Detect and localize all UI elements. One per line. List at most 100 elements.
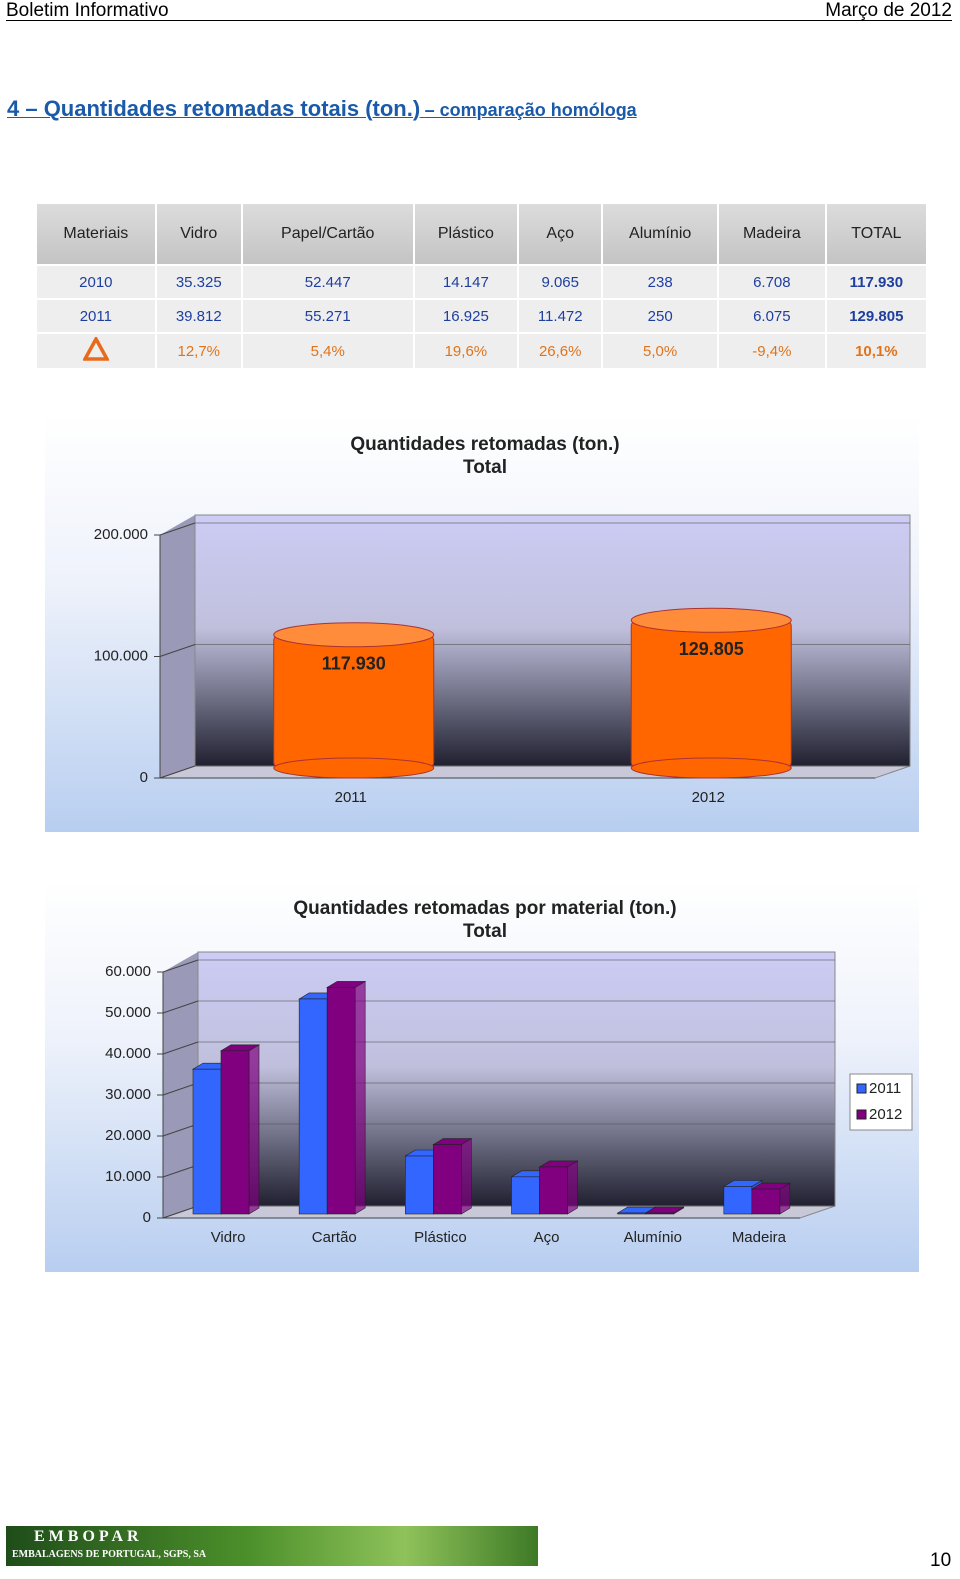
bar (617, 1212, 646, 1215)
chart-subtitle: Total (463, 457, 507, 478)
logo-subtext: EMBALAGENS DE PORTUGAL, SGPS, SA (12, 1549, 207, 1560)
bar-base (273, 757, 435, 779)
table-cell: 129.805 (825, 299, 929, 334)
x-tick-label: Aço (534, 1229, 560, 1246)
header-cell: Alumínio (602, 204, 719, 266)
section-title-sub: – comparação homóloga (424, 100, 637, 120)
chart: Quantidades retomadas por material (ton.… (45, 881, 919, 1272)
x-tick-label: Plástico (414, 1229, 467, 1246)
value-label: 129.805 (679, 639, 744, 659)
table-row: 2011 39.812 55.271 16.925 11.472 250 6.075 129.… (37, 299, 929, 334)
y-tick-label: 50.000 (105, 1004, 151, 1021)
plot-wall (160, 515, 195, 778)
y-tick-label: 20.000 (105, 1127, 151, 1144)
plot-wall (163, 952, 198, 1218)
y-tick-label: 60.000 (105, 963, 151, 980)
header-right: Março de 2012 (825, 0, 952, 21)
grid-line (162, 1123, 199, 1137)
legend-label: 2011 (869, 1080, 901, 1097)
table-cell: 35.325 (155, 265, 243, 300)
grid-line (162, 1082, 199, 1096)
delta-icon-cell (37, 333, 157, 370)
legend-box (849, 1073, 913, 1131)
bar (723, 1186, 753, 1215)
y-tick-label: 40.000 (105, 1045, 151, 1062)
delta-cell: -9,4% (718, 333, 827, 370)
y-tick-label: 0 (143, 1209, 151, 1226)
footer-logo: EMBOPAR EMBALAGENS DE PORTUGAL, SGPS, SA (6, 1526, 538, 1566)
value-label: 117.930 (322, 653, 386, 673)
x-tick-label: Vidro (211, 1229, 246, 1246)
header-left: Boletim Informativo (6, 0, 169, 21)
legend-swatch (856, 1109, 867, 1120)
header-cell: Vidro (155, 204, 243, 266)
header-row: Materiais Vidro Papel/Cartão Plástico Aço Alu… (37, 204, 929, 266)
header-cell: Papel/Cartão (241, 204, 415, 266)
table-row: 2010 35.325 52.447 14.147 9.065 238 6.708 117.9… (37, 265, 929, 300)
page-number: 10 (930, 1550, 952, 1571)
table-cell: 39.812 (155, 299, 243, 334)
bar-side (567, 1160, 578, 1215)
bar-side (461, 1138, 472, 1215)
delta-cell: 10,1% (825, 333, 929, 370)
bar (539, 1166, 568, 1215)
table-cell: 250 (602, 299, 719, 334)
delta-icon (81, 335, 110, 361)
bar (298, 998, 328, 1215)
table-cell: 2010 (37, 265, 157, 300)
header-cell: Madeira (718, 204, 827, 266)
bar (511, 1176, 540, 1215)
grid-line (162, 1164, 199, 1178)
table-cell: 55.271 (241, 299, 415, 334)
table-cell: 117.930 (825, 265, 929, 300)
delta-cell: 19,6% (413, 333, 520, 370)
header-cell: TOTAL (825, 204, 929, 266)
grid-line (162, 1041, 199, 1055)
delta-cell: 5,0% (602, 333, 719, 370)
x-tick-label: Cartão (312, 1229, 357, 1246)
logo-text: EMBOPAR (34, 1528, 143, 1545)
section-title-main: 4 – Quantidades retomadas totais (ton.) (7, 96, 421, 121)
legend-label: 2012 (869, 1106, 902, 1123)
delta-cell: 5,4% (241, 333, 415, 370)
delta-cell: 12,7% (155, 333, 243, 370)
section-title: 4 – Quantidades retomadas totais (ton.) … (7, 96, 637, 122)
grid-line (159, 522, 196, 536)
x-tick-label: 2011 (335, 789, 367, 806)
table-cell: 16.925 (413, 299, 520, 334)
plot-back (197, 951, 836, 1207)
bar-base (630, 757, 792, 779)
y-tick-label: 0 (140, 769, 148, 786)
table-cell: 238 (602, 265, 719, 300)
chart-subtitle: Total (463, 921, 507, 942)
bar (405, 1155, 434, 1215)
chart-title: Quantidades retomadas por material (ton.… (293, 898, 676, 919)
x-tick-label: Alumínio (624, 1229, 682, 1246)
bar (433, 1144, 462, 1215)
table-cell: 6.075 (718, 299, 827, 334)
table-cell: 14.147 (413, 265, 520, 300)
delta-row: 12,7% 5,4% 19,6% 26,6% 5,0% -9,4% 10,1% (37, 333, 929, 370)
grid-line (162, 1205, 199, 1219)
bar-cap (630, 607, 792, 633)
chart: Quantidades retomadas (ton.)Total 0 100.00… (45, 415, 919, 832)
y-tick-label: 10.000 (105, 1168, 151, 1185)
chart-title: Quantidades retomadas (ton.) (350, 434, 619, 455)
table-cell: 6.708 (718, 265, 827, 300)
header-rule (6, 20, 952, 21)
bar (751, 1188, 781, 1215)
grid-line (159, 765, 196, 779)
header-cell: Plástico (413, 204, 520, 266)
table-cell: 52.447 (241, 265, 415, 300)
x-tick-label: Madeira (732, 1229, 787, 1246)
bar-side (248, 1044, 260, 1215)
x-tick-label: 2012 (692, 789, 725, 806)
bar-cap (273, 622, 435, 648)
data-table: Materiais Vidro Papel/Cartão Plástico Aço Alu… (37, 204, 929, 370)
bar (645, 1212, 674, 1215)
y-tick-label: 100.000 (94, 647, 148, 664)
y-tick-label: 200.000 (94, 526, 148, 543)
bar (220, 1050, 250, 1215)
delta-cell: 26,6% (518, 333, 604, 370)
